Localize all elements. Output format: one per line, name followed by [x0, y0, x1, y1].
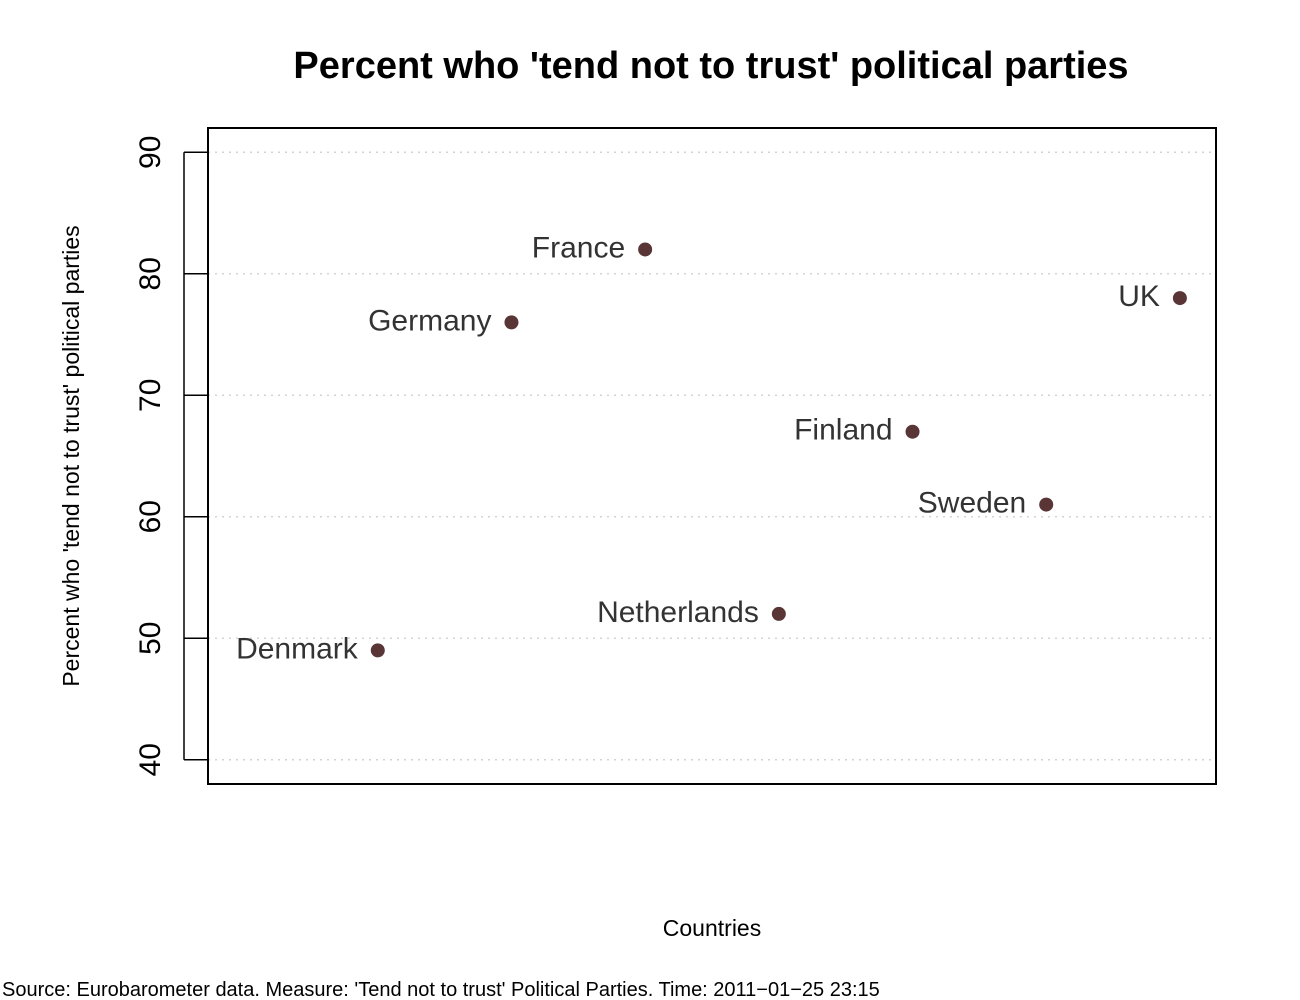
x-axis-title: Countries: [663, 915, 761, 941]
grid-layer: [208, 151, 1216, 761]
data-point-netherlands: [771, 606, 786, 621]
data-point-france: [638, 242, 653, 257]
point-label-denmark: Denmark: [236, 632, 359, 665]
data-point-germany: [504, 315, 519, 330]
y-tick-label: 70: [134, 379, 167, 412]
point-label-uk: UK: [1118, 280, 1160, 313]
y-tick-label: 80: [134, 257, 167, 290]
y-tick-label: 40: [134, 743, 167, 776]
y-axis-title: Percent who 'tend not to trust' politica…: [58, 225, 84, 686]
points-layer: Denmark Germany France Netherlands Finland Sw…: [236, 231, 1187, 665]
y-axis: 40 50 60 70 80 90: [134, 136, 208, 776]
data-point-finland: [905, 424, 920, 439]
point-label-netherlands: Netherlands: [597, 596, 759, 629]
y-tick-label: 60: [134, 500, 167, 533]
point-label-finland: Finland: [794, 414, 892, 447]
plot-frame: [207, 127, 1217, 785]
source-note: Source: Eurobarometer data. Measure: 'Te…: [2, 979, 880, 1000]
point-label-sweden: Sweden: [918, 487, 1026, 520]
y-tick-label: 90: [134, 136, 167, 169]
data-point-denmark: [370, 643, 385, 658]
y-tick-label: 50: [134, 622, 167, 655]
chart-title: Percent who 'tend not to trust' politica…: [293, 45, 1128, 87]
point-label-germany: Germany: [368, 304, 491, 337]
point-label-france: France: [532, 231, 625, 264]
data-point-uk: [1172, 291, 1187, 306]
data-point-sweden: [1039, 497, 1054, 512]
